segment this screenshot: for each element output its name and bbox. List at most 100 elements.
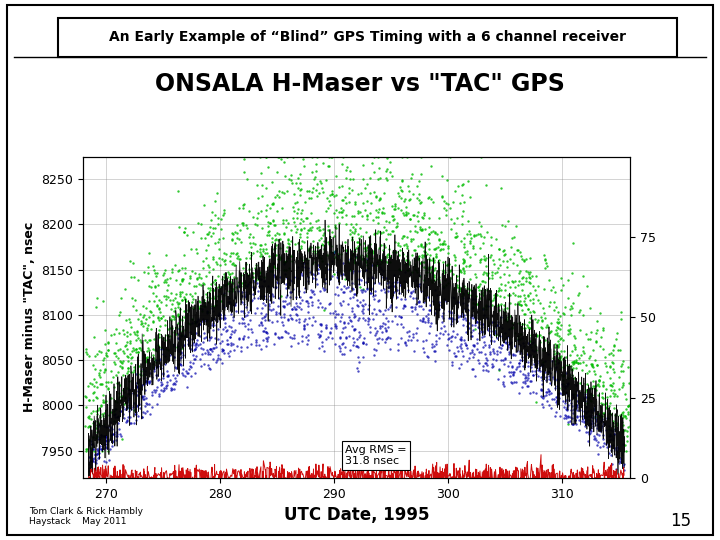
Point — [513, 359, 524, 367]
Point — [384, 252, 396, 260]
Point — [175, 280, 186, 289]
Point — [323, 300, 334, 308]
Point — [457, 289, 469, 298]
Point — [109, 404, 121, 413]
Point — [394, 281, 405, 289]
Point — [382, 176, 393, 185]
Point — [531, 359, 543, 367]
Point — [485, 336, 497, 345]
Point — [123, 388, 135, 397]
Point — [587, 346, 598, 355]
Point — [140, 303, 152, 312]
Point — [402, 256, 414, 265]
Point — [543, 372, 554, 381]
Point — [521, 346, 532, 354]
Point — [564, 417, 576, 426]
Point — [150, 388, 161, 396]
Point — [189, 368, 201, 377]
Point — [444, 314, 455, 323]
Point — [266, 267, 278, 275]
Point — [616, 367, 627, 375]
Point — [448, 349, 459, 357]
Point — [413, 302, 425, 310]
Point — [361, 244, 372, 252]
Point — [360, 278, 372, 287]
Point — [390, 276, 401, 285]
Point — [415, 302, 427, 310]
Point — [559, 384, 570, 393]
Point — [345, 253, 356, 262]
Point — [186, 315, 198, 323]
Point — [138, 267, 150, 276]
Point — [325, 190, 337, 198]
Point — [413, 217, 424, 225]
Point — [90, 456, 102, 464]
Point — [249, 284, 261, 292]
Point — [189, 319, 201, 328]
Point — [158, 292, 170, 301]
Point — [202, 315, 213, 324]
Point — [474, 319, 486, 328]
Point — [525, 340, 536, 349]
Point — [115, 407, 127, 415]
Point — [496, 341, 508, 349]
Point — [391, 319, 402, 328]
Point — [340, 246, 351, 254]
Point — [622, 422, 634, 431]
Point — [424, 300, 436, 309]
Point — [95, 380, 107, 389]
Point — [594, 411, 606, 420]
Point — [109, 349, 120, 357]
Point — [524, 389, 536, 397]
Point — [508, 369, 519, 378]
Point — [352, 230, 364, 239]
Point — [466, 348, 477, 357]
Point — [121, 345, 132, 353]
Point — [252, 214, 264, 223]
Point — [340, 334, 351, 342]
Point — [300, 315, 311, 323]
Point — [196, 234, 207, 243]
Point — [283, 254, 294, 262]
Point — [611, 450, 622, 458]
Point — [567, 360, 578, 368]
Point — [153, 333, 165, 342]
Point — [617, 380, 629, 389]
Point — [153, 390, 165, 399]
Point — [426, 228, 437, 237]
Point — [202, 241, 214, 249]
Point — [187, 330, 199, 339]
Point — [356, 306, 368, 315]
Point — [255, 249, 266, 258]
Point — [167, 371, 179, 380]
Point — [412, 254, 423, 262]
Point — [156, 381, 167, 389]
Point — [438, 197, 450, 205]
Point — [577, 310, 589, 319]
Point — [282, 235, 294, 244]
Point — [99, 354, 110, 362]
Point — [233, 254, 245, 263]
Point — [499, 306, 510, 315]
Point — [438, 268, 449, 277]
Point — [249, 220, 261, 228]
Point — [218, 291, 230, 300]
Point — [164, 323, 176, 332]
Point — [169, 294, 181, 302]
Point — [284, 310, 296, 319]
Point — [586, 361, 598, 370]
Point — [529, 366, 541, 375]
Point — [84, 352, 95, 361]
Point — [567, 269, 578, 278]
Point — [456, 343, 467, 352]
Point — [89, 333, 100, 341]
Point — [91, 445, 102, 454]
Point — [166, 288, 177, 297]
Point — [542, 367, 554, 375]
Point — [490, 356, 502, 364]
Point — [282, 314, 294, 323]
Point — [238, 201, 249, 210]
Point — [202, 298, 214, 306]
Point — [445, 267, 456, 275]
Point — [611, 443, 623, 451]
